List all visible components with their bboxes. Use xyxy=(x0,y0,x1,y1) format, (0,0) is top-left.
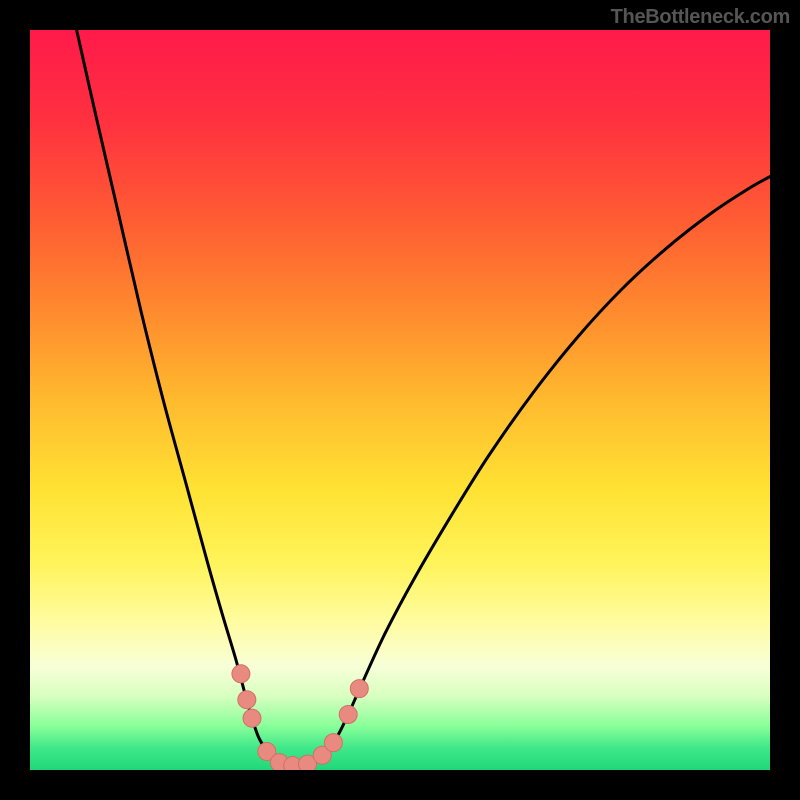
data-marker xyxy=(232,665,250,683)
watermark-label: TheBottleneck.com xyxy=(611,6,790,29)
data-marker xyxy=(243,709,261,727)
chart-container: TheBottleneck.com xyxy=(0,0,800,800)
plot-area xyxy=(30,30,770,770)
data-marker xyxy=(324,734,342,752)
data-marker xyxy=(339,706,357,724)
data-marker xyxy=(350,680,368,698)
gradient-background xyxy=(30,30,770,770)
data-marker xyxy=(238,691,256,709)
plot-svg xyxy=(30,30,770,770)
